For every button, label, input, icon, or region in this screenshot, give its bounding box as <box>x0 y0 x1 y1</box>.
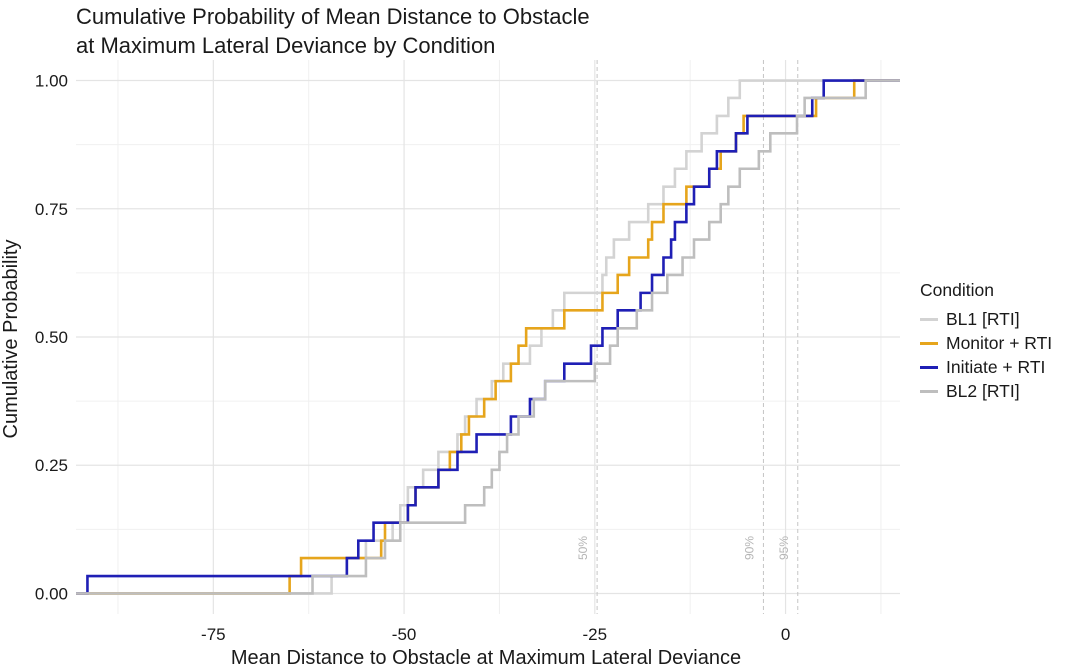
chart-title: Cumulative Probability of Mean Distance … <box>76 2 590 60</box>
legend-label: BL2 [RTI] <box>946 380 1020 401</box>
legend-title: Condition <box>920 280 994 300</box>
legend: Condition BL1 [RTI] Monitor + RTI Initiate… <box>920 280 1052 403</box>
legend-label: Initiate + RTI <box>946 356 1046 377</box>
legend-label: Monitor + RTI <box>946 332 1053 353</box>
percentile-label: 90% <box>742 536 756 560</box>
chart-title-line-1: Cumulative Probability of Mean Distance … <box>76 4 590 29</box>
legend-key <box>920 341 938 345</box>
series-line-4 <box>76 79 900 595</box>
legend-key <box>920 389 938 393</box>
chart-title-line-2: at Maximum Lateral Deviance by Condition <box>76 33 496 58</box>
legend-item: BL2 [RTI] <box>920 379 1052 403</box>
legend-label: BL1 [RTI] <box>946 308 1020 329</box>
y-tick-label: 0.50 <box>35 328 68 347</box>
y-axis-title: Cumulative Probability <box>0 240 22 439</box>
y-tick-label: 1.00 <box>35 72 68 91</box>
y-tick-label: 0.25 <box>35 456 68 475</box>
series-line-1 <box>76 79 900 595</box>
legend-key <box>920 365 938 369</box>
y-tick-label: 0.75 <box>35 200 68 219</box>
y-tick-label: 0.00 <box>35 584 68 603</box>
legend-item: Initiate + RTI <box>920 355 1052 379</box>
legend-key <box>920 317 938 321</box>
legend-items: BL1 [RTI] Monitor + RTI Initiate + RTI BL2 … <box>920 307 1052 403</box>
percentile-label: 95% <box>777 536 791 560</box>
x-tick-label: -50 <box>392 625 417 644</box>
major-grid <box>76 60 900 614</box>
series-line-3 <box>76 79 900 595</box>
x-tick-label: -25 <box>583 625 608 644</box>
axis-labels: -75 -50 -25 0 0.00 0.25 0.50 0.75 1.00 Mean Dista… <box>0 72 790 668</box>
x-tick-label: 0 <box>781 625 790 644</box>
series-layer <box>76 79 900 595</box>
legend-item: Monitor + RTI <box>920 331 1052 355</box>
x-axis-title: Mean Distance to Obstacle at Maximum Lat… <box>231 647 741 668</box>
x-tick-label: -75 <box>201 625 226 644</box>
percentile-label: 50% <box>576 536 590 560</box>
legend-item: BL1 [RTI] <box>920 307 1052 331</box>
